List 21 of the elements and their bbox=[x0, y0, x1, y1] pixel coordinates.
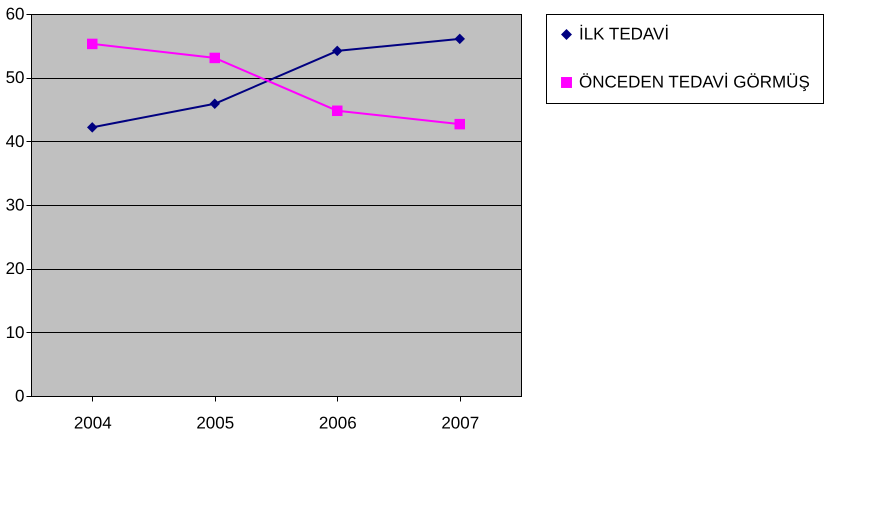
point bbox=[210, 98, 220, 110]
y-tick-label: 60 bbox=[6, 4, 24, 24]
legend-label: ÖNCEDEN TEDAVİ GÖRMÜŞ bbox=[579, 72, 810, 92]
x-tick-label: 2007 bbox=[441, 414, 480, 432]
legend-label: İLK TEDAVİ bbox=[579, 24, 670, 44]
y-tick-label: 20 bbox=[6, 259, 24, 278]
point bbox=[332, 106, 342, 116]
point bbox=[87, 122, 98, 133]
y-tick-label: 30 bbox=[6, 196, 24, 214]
point bbox=[332, 46, 342, 56]
point bbox=[210, 52, 220, 64]
x-tick-label: 2004 bbox=[74, 414, 112, 432]
y-tick-label: 10 bbox=[6, 322, 24, 342]
y-tick-label: 40 bbox=[6, 132, 24, 151]
y-tick-label: 0 bbox=[15, 386, 24, 406]
point bbox=[87, 38, 98, 50]
x-tick-label: 2005 bbox=[196, 414, 234, 432]
x-tick-label: 2006 bbox=[318, 414, 357, 432]
point bbox=[454, 34, 465, 44]
y-tick-label: 50 bbox=[6, 68, 24, 88]
point bbox=[454, 118, 465, 130]
